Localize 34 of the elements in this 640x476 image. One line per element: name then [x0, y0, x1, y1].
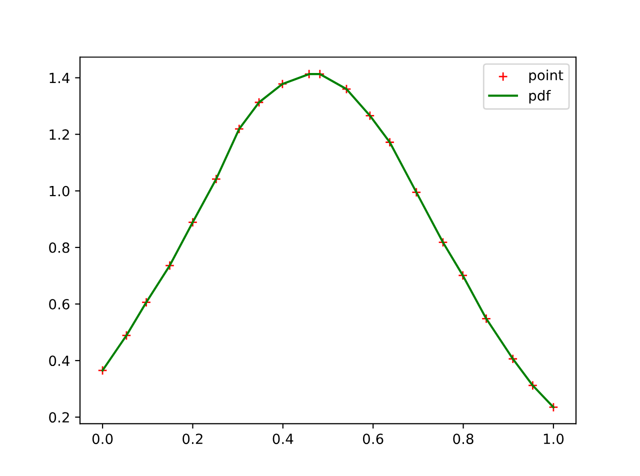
- point: [412, 187, 422, 198]
- y-tick-label: 0.4: [49, 356, 70, 366]
- point: [342, 84, 352, 94]
- point: [508, 354, 518, 364]
- x-tick-label: 0.8: [453, 434, 474, 444]
- point: [122, 330, 132, 340]
- y-tick-label: 1.2: [50, 129, 69, 140]
- point: [458, 270, 468, 280]
- point: [98, 366, 108, 376]
- y-tick-label: 1.4: [50, 72, 70, 84]
- x-tick-label: 0.4: [272, 434, 294, 444]
- y-tick-label: 1.0: [50, 186, 70, 196]
- point: [164, 260, 175, 270]
- point: [438, 238, 448, 248]
- x-tick-label: 0.0: [92, 434, 113, 444]
- legend-label: pdf: [529, 90, 551, 104]
- point: [365, 110, 375, 121]
- point: [254, 98, 264, 108]
- x-tick-label: 0.2: [182, 434, 202, 444]
- y-tick-label: 0.8: [49, 242, 70, 253]
- point: [384, 137, 395, 148]
- point: [481, 314, 492, 324]
- point: [528, 380, 538, 390]
- y-tick-label: 0.2: [49, 412, 69, 423]
- point: [211, 174, 222, 184]
- legend-label: point: [529, 70, 564, 84]
- point: [278, 79, 288, 89]
- point: [234, 124, 244, 134]
- x-tick-label: 1.0: [544, 434, 564, 444]
- x-tick-label: 0.6: [362, 434, 384, 444]
- point: [141, 297, 152, 308]
- point: [188, 217, 198, 228]
- point: [548, 402, 558, 412]
- y-tick-label: 0.6: [49, 298, 70, 310]
